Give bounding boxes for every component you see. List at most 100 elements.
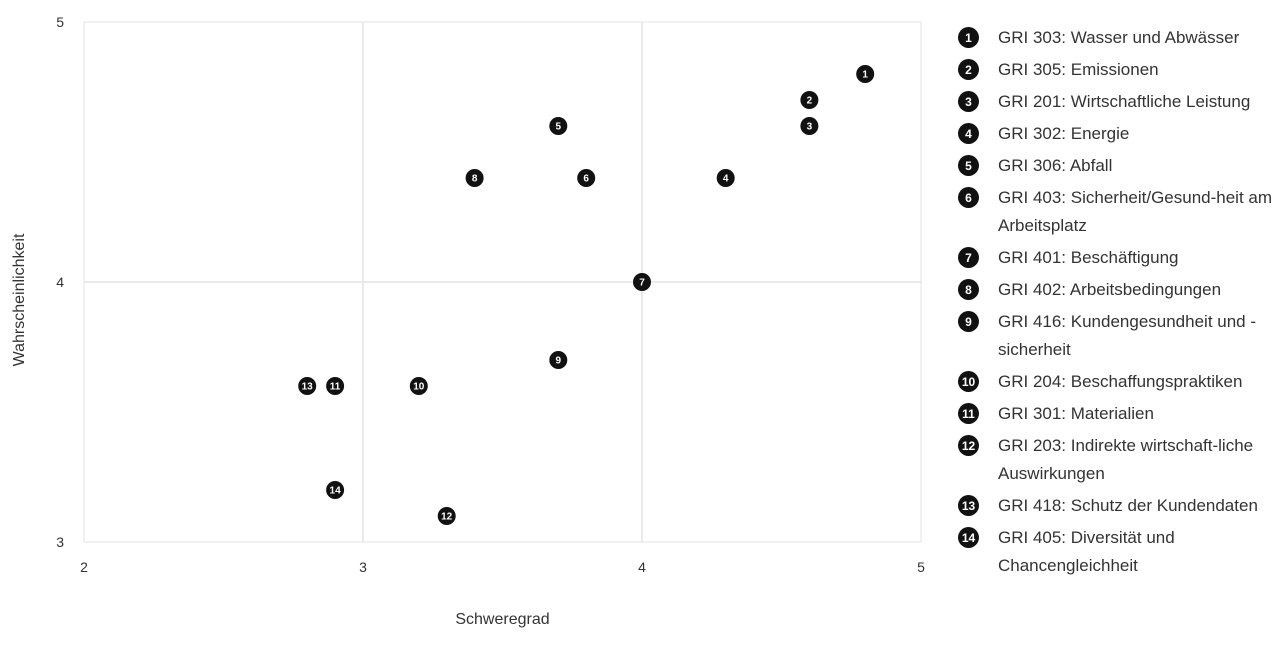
legend-number-badge: 4 xyxy=(958,123,979,144)
y-tick-label: 4 xyxy=(56,274,64,290)
y-tick-label: 5 xyxy=(56,14,64,30)
legend-label: GRI 402: Arbeitsbedingungen xyxy=(998,280,1222,299)
legend-number-badge: 7 xyxy=(958,247,979,268)
legend-number-badge: 3 xyxy=(958,91,979,112)
data-point-marker xyxy=(549,351,568,369)
legend-number-badge: 13 xyxy=(958,495,979,516)
data-point-5: 5 xyxy=(549,117,568,135)
y-axis-ticks: 3 4 5 xyxy=(56,14,64,550)
legend-label: GRI 201: Wirtschaftliche Leistung xyxy=(998,92,1251,111)
x-tick-label: 2 xyxy=(80,559,88,575)
legend-label: GRI 405: Diversität und Chancengleichhei… xyxy=(998,528,1175,575)
legend-number-badge: 8 xyxy=(958,279,979,300)
legend-label: GRI 303: Wasser und Abwässer xyxy=(998,28,1240,47)
legend-label: GRI 301: Materialien xyxy=(998,404,1154,423)
legend-item-14: 14 GRI 405: Diversität und Chancengleichh… xyxy=(958,524,1287,580)
legend-number-badge: 6 xyxy=(958,187,979,208)
data-point-number: 8 xyxy=(472,174,478,185)
data-point-number: 10 xyxy=(413,382,425,393)
data-point-9: 9 xyxy=(549,351,568,369)
data-point-number: 13 xyxy=(302,382,314,393)
legend-label: GRI 403: Sicherheit/Gesund-heit am Arbei… xyxy=(998,188,1273,235)
data-point-marker xyxy=(326,377,345,395)
legend-number-badge: 1 xyxy=(958,27,979,48)
legend-number-badge: 10 xyxy=(958,371,979,392)
data-point-12: 12 xyxy=(437,507,456,525)
legend-label: GRI 416: Kundengesundheit und -sicherhei… xyxy=(998,312,1257,359)
legend-label: GRI 203: Indirekte wirtschaft-liche Ausw… xyxy=(998,436,1254,483)
data-point-marker xyxy=(437,507,456,525)
data-point-number: 9 xyxy=(556,356,562,367)
legend-item-9: 9 GRI 416: Kundengesundheit und -sicherhe… xyxy=(958,308,1287,364)
data-point-3: 3 xyxy=(800,117,819,135)
data-point-marker xyxy=(800,117,819,135)
data-point-marker xyxy=(549,117,568,135)
data-point-number: 12 xyxy=(441,512,453,523)
y-tick-label: 3 xyxy=(56,534,64,550)
legend-number-badge: 9 xyxy=(958,311,979,332)
legend-item-12: 12 GRI 203: Indirekte wirtschaft-liche Au… xyxy=(958,432,1287,488)
data-point-marker xyxy=(633,273,651,291)
data-point-number: 2 xyxy=(807,96,813,107)
data-point-8: 8 xyxy=(465,169,484,187)
data-point-marker xyxy=(716,169,735,187)
legend: 1 GRI 303: Wasser und Abwässer 2 GRI 305: E… xyxy=(958,24,1287,584)
legend-number-badge: 2 xyxy=(958,59,979,80)
legend-item-8: 8 GRI 402: Arbeitsbedingungen xyxy=(958,276,1287,304)
data-point-1: 1 xyxy=(856,65,875,83)
data-point-number: 4 xyxy=(723,174,729,185)
data-point-marker xyxy=(298,377,317,395)
data-point-6: 6 xyxy=(577,169,596,187)
legend-item-3: 3 GRI 201: Wirtschaftliche Leistung xyxy=(958,88,1287,116)
data-point-10: 10 xyxy=(409,377,428,395)
x-axis-ticks: 2 3 4 5 xyxy=(80,559,925,575)
legend-item-2: 2 GRI 305: Emissionen xyxy=(958,56,1287,84)
legend-item-13: 13 GRI 418: Schutz der Kundendaten xyxy=(958,492,1287,520)
legend-number-badge: 11 xyxy=(958,403,979,424)
plot-frame xyxy=(83,21,922,543)
legend-item-6: 6 GRI 403: Sicherheit/Gesund-heit am Arbe… xyxy=(958,184,1287,240)
data-point-marker xyxy=(856,65,875,83)
data-point-marker xyxy=(800,91,819,109)
legend-label: GRI 204: Beschaffungspraktiken xyxy=(998,372,1243,391)
legend-item-7: 7 GRI 401: Beschäftigung xyxy=(958,244,1287,272)
legend-label: GRI 401: Beschäftigung xyxy=(998,248,1179,267)
data-point-number: 11 xyxy=(330,382,341,393)
grid-lines xyxy=(84,22,921,542)
data-point-13: 13 xyxy=(298,377,317,395)
data-point-11: 11 xyxy=(326,377,345,395)
data-point-number: 7 xyxy=(639,278,645,289)
legend-item-4: 4 GRI 302: Energie xyxy=(958,120,1287,148)
x-tick-label: 5 xyxy=(917,559,925,575)
data-point-number: 3 xyxy=(807,122,813,133)
data-point-number: 14 xyxy=(330,486,342,497)
legend-item-1: 1 GRI 303: Wasser und Abwässer xyxy=(958,24,1287,52)
data-point-4: 4 xyxy=(716,169,735,187)
data-point-number: 6 xyxy=(583,174,589,185)
legend-label: GRI 305: Emissionen xyxy=(998,60,1159,79)
data-point-number: 5 xyxy=(556,122,562,133)
legend-label: GRI 306: Abfall xyxy=(998,156,1113,175)
legend-number-badge: 14 xyxy=(958,527,979,548)
legend-item-11: 11 GRI 301: Materialien xyxy=(958,400,1287,428)
legend-item-5: 5 GRI 306: Abfall xyxy=(958,152,1287,180)
legend-number-badge: 12 xyxy=(958,435,979,456)
data-point-7: 7 xyxy=(633,273,651,291)
legend-label: GRI 418: Schutz der Kundendaten xyxy=(998,496,1258,515)
legend-item-10: 10 GRI 204: Beschaffungspraktiken xyxy=(958,368,1287,396)
y-axis-label: Wahrscheinlichkeit xyxy=(11,233,28,366)
x-axis-label: Schweregrad xyxy=(455,611,549,628)
data-point-marker xyxy=(409,377,428,395)
data-point-marker xyxy=(577,169,596,187)
x-tick-label: 3 xyxy=(359,559,367,575)
legend-number-badge: 5 xyxy=(958,155,979,176)
data-point-marker xyxy=(326,481,345,499)
legend-label: GRI 302: Energie xyxy=(998,124,1130,143)
x-tick-label: 4 xyxy=(638,559,646,575)
data-point-14: 14 xyxy=(326,481,345,499)
data-point-number: 1 xyxy=(862,70,868,81)
data-point-2: 2 xyxy=(800,91,819,109)
data-point-marker xyxy=(465,169,484,187)
